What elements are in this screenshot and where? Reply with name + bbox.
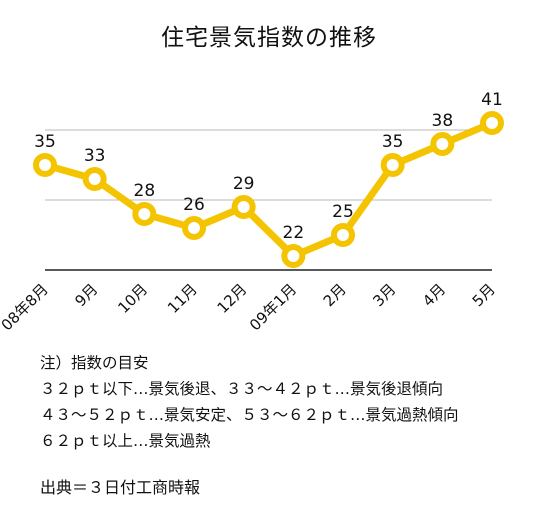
data-point <box>82 167 107 191</box>
data-point <box>480 111 504 135</box>
data-point <box>281 244 306 268</box>
data-label: 25 <box>332 202 354 222</box>
data-label: 33 <box>84 146 106 166</box>
data-point <box>33 153 57 177</box>
data-point <box>380 153 405 177</box>
marker-layer <box>33 111 504 268</box>
x-tick-label: 9月 <box>71 280 101 310</box>
x-tick-label: 11月 <box>164 280 201 317</box>
x-tick-label: 12月 <box>214 280 251 317</box>
series-line <box>41 119 496 260</box>
note-line: ６２ｐｔ以上…景気過熱 <box>40 432 211 450</box>
data-label: 29 <box>233 174 255 194</box>
data-label: 41 <box>481 90 503 110</box>
data-label: 22 <box>283 223 305 243</box>
notes: 注）指数の目安 ３２ｐｔ以下…景気後退、３３～４２ｐｔ…景気後退傾向 ４３～５２… <box>40 350 459 454</box>
data-label: 35 <box>34 132 56 152</box>
x-tick-label: 10月 <box>114 280 151 317</box>
data-point <box>231 195 256 219</box>
line-chart: 35 33 28 26 29 22 25 35 38 41 08年8月 9月 10月 11月 12月09年… <box>0 90 504 334</box>
data-point <box>430 132 455 156</box>
data-label: 35 <box>382 132 404 152</box>
chart-title: 住宅景気指数の推移 <box>161 25 377 51</box>
x-tick-label: 4月 <box>419 280 449 310</box>
note-line: ４３～５２ｐｔ…景気安定、５３～６２ｐｔ…景気過熱傾向 <box>40 406 459 424</box>
data-point <box>132 202 157 226</box>
data-point <box>331 223 355 247</box>
x-tick-label: 09年1月 <box>246 280 300 334</box>
x-tick-label: 08年8月 <box>0 280 52 334</box>
x-tick-label: 5月 <box>469 280 499 310</box>
x-tick-label: 2月 <box>320 280 350 310</box>
data-point <box>182 216 206 240</box>
note-line: ３２ｐｔ以下…景気後退、３３～４２ｐｔ…景気後退傾向 <box>40 380 444 398</box>
label-layer: 35 33 28 26 29 22 25 35 38 41 <box>34 90 503 243</box>
x-tick-label: 3月 <box>369 280 399 310</box>
data-label: 26 <box>183 195 205 215</box>
notes-heading: 注）指数の目安 <box>40 354 149 372</box>
line-layer <box>41 119 496 260</box>
data-label: 28 <box>134 181 156 201</box>
data-label: 38 <box>432 111 454 131</box>
source-note: 出典＝３日付工商時報 <box>40 478 201 497</box>
